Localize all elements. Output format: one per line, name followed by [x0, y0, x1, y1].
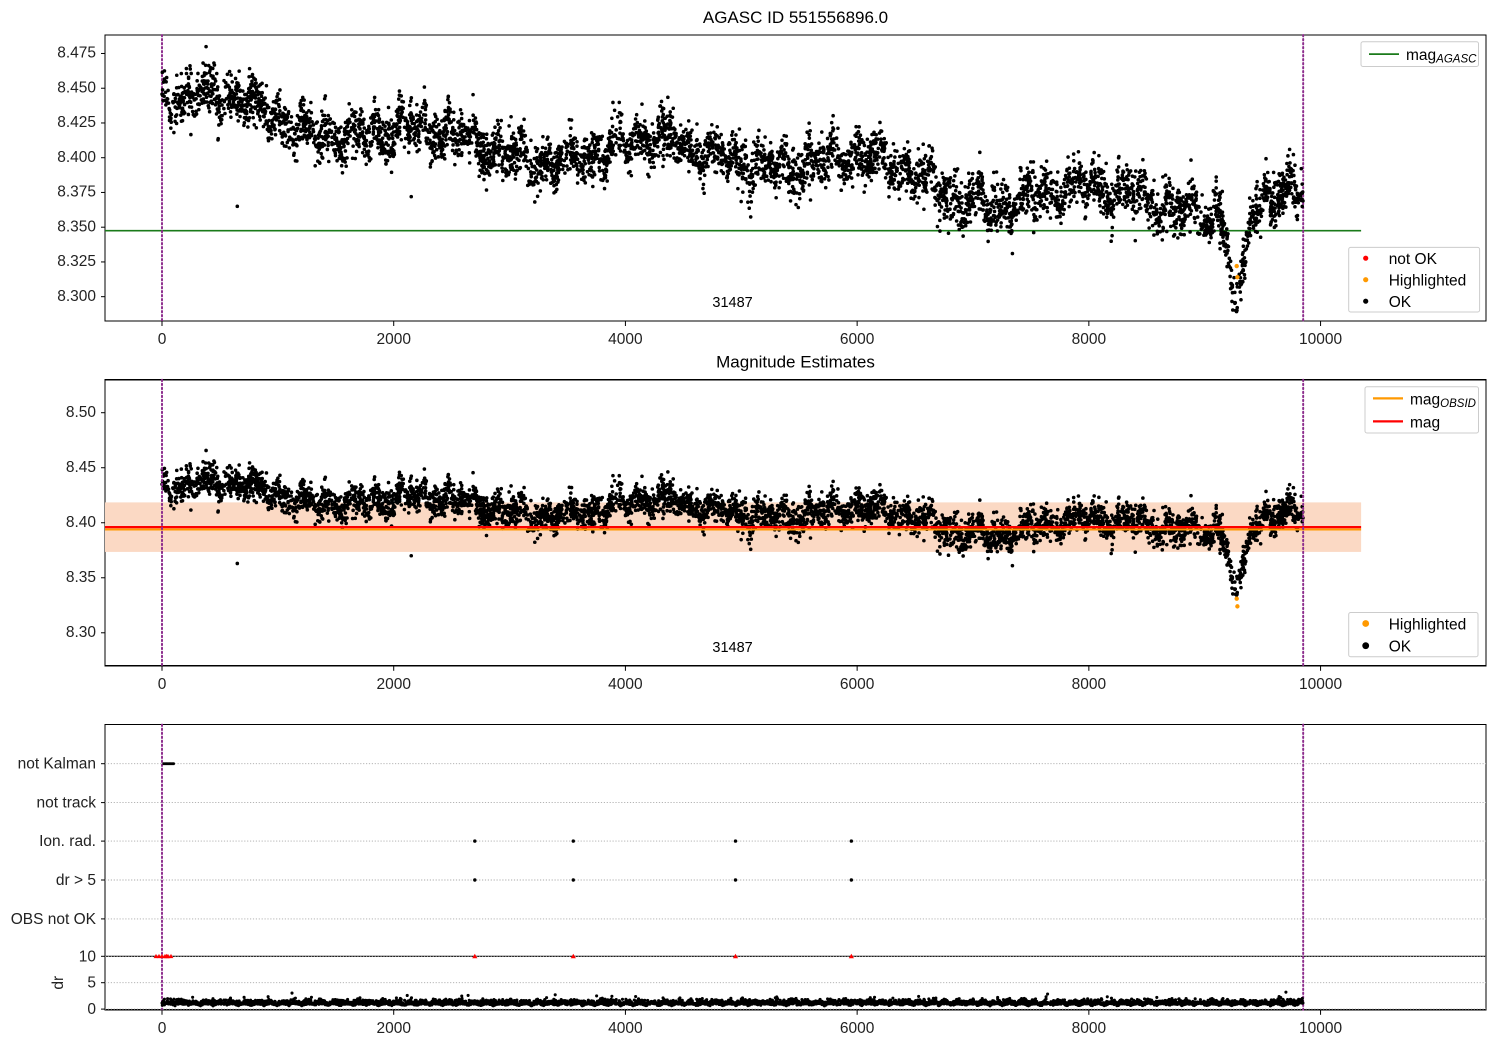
- svg-text:2000: 2000: [376, 1020, 411, 1037]
- svg-text:8.40: 8.40: [66, 514, 97, 531]
- svg-text:4000: 4000: [608, 331, 643, 348]
- svg-text:4000: 4000: [608, 676, 643, 693]
- svg-text:8.350: 8.350: [57, 218, 96, 235]
- svg-text:0: 0: [158, 676, 167, 693]
- svg-text:6000: 6000: [840, 676, 875, 693]
- svg-text:5: 5: [87, 975, 96, 992]
- svg-text:8.30: 8.30: [66, 624, 97, 641]
- svg-text:4000: 4000: [608, 1020, 643, 1037]
- svg-text:31487: 31487: [712, 640, 752, 656]
- svg-text:8.450: 8.450: [57, 79, 96, 96]
- svg-text:8.50: 8.50: [66, 404, 97, 421]
- svg-text:31487: 31487: [712, 295, 752, 311]
- svg-text:0: 0: [158, 331, 167, 348]
- svg-text:8000: 8000: [1072, 331, 1107, 348]
- svg-text:8000: 8000: [1072, 676, 1107, 693]
- svg-text:mag: mag: [1410, 414, 1440, 431]
- svg-text:not Kalman: not Kalman: [18, 756, 96, 773]
- svg-text:dr: dr: [50, 976, 67, 990]
- svg-text:not track: not track: [37, 795, 97, 812]
- svg-text:OK: OK: [1389, 294, 1412, 311]
- svg-text:6000: 6000: [840, 331, 875, 348]
- svg-text:dr > 5: dr > 5: [56, 872, 96, 889]
- svg-text:10000: 10000: [1299, 331, 1342, 348]
- svg-text:Highlighted: Highlighted: [1389, 617, 1467, 634]
- svg-text:8000: 8000: [1072, 1020, 1107, 1037]
- svg-text:Magnitude Estimates: Magnitude Estimates: [716, 353, 875, 372]
- svg-text:8.35: 8.35: [66, 569, 96, 586]
- svg-text:Ion. rad.: Ion. rad.: [39, 833, 96, 850]
- svg-text:6000: 6000: [840, 1020, 875, 1037]
- svg-text:8.45: 8.45: [66, 459, 96, 476]
- svg-text:8.475: 8.475: [57, 45, 96, 62]
- svg-text:not OK: not OK: [1389, 251, 1438, 268]
- svg-text:10000: 10000: [1299, 676, 1342, 693]
- svg-text:2000: 2000: [376, 331, 411, 348]
- svg-text:2000: 2000: [376, 676, 411, 693]
- svg-text:8.375: 8.375: [57, 184, 96, 201]
- svg-text:10: 10: [79, 948, 97, 965]
- svg-text:10000: 10000: [1299, 1020, 1342, 1037]
- svg-text:Highlighted: Highlighted: [1389, 273, 1467, 290]
- svg-text:8.425: 8.425: [57, 114, 96, 131]
- svg-text:OK: OK: [1389, 639, 1412, 656]
- svg-text:AGASC ID 551556896.0: AGASC ID 551556896.0: [703, 8, 888, 27]
- svg-text:0: 0: [87, 1001, 96, 1018]
- svg-text:0: 0: [158, 1020, 167, 1037]
- svg-text:OBS not OK: OBS not OK: [11, 911, 97, 928]
- svg-text:8.325: 8.325: [57, 253, 96, 270]
- svg-text:8.300: 8.300: [57, 288, 96, 305]
- svg-text:8.400: 8.400: [57, 149, 96, 166]
